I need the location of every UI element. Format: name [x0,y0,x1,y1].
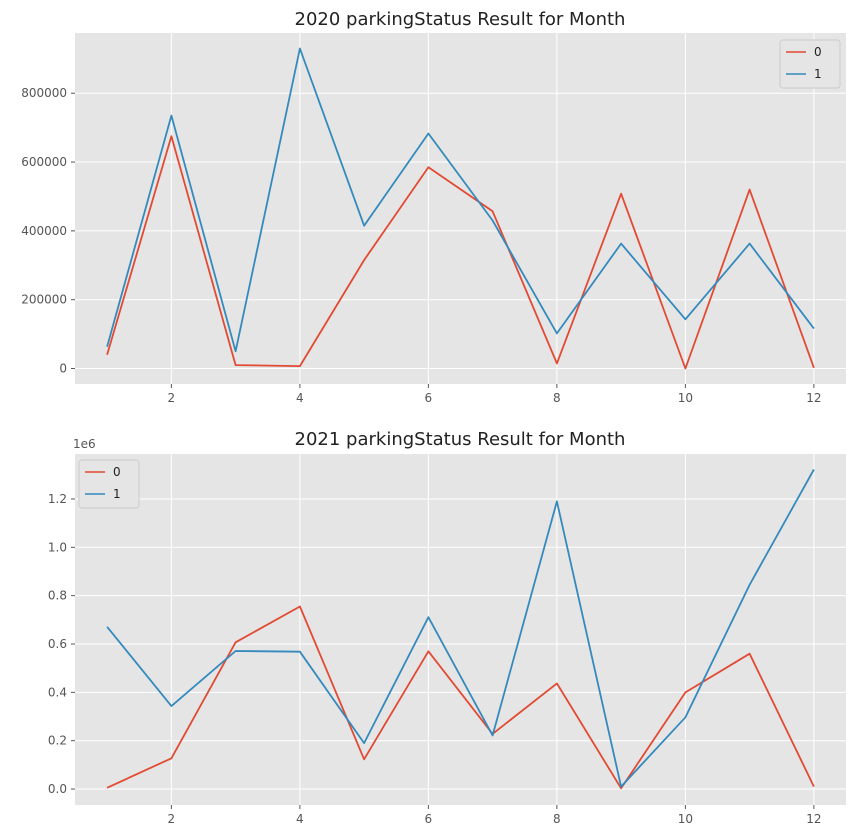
legend-box [78,459,140,509]
series-line-1 [106,47,815,353]
y-tick-label: 0.4 [48,685,67,699]
legend-label-0: 0 [113,465,121,479]
chart-2021: 2 4 6 8 10 120.00.20.40.60.81.01.2 2021 parki… [48,429,846,826]
plot-area [75,454,846,805]
legend-box [779,39,841,89]
x-tick-label: 12 [806,812,821,826]
y-tick-label: 0.2 [48,734,67,748]
x-tick-label: 2 [168,391,176,405]
y-tick-label: 0.6 [48,637,67,651]
plot-area [75,33,846,384]
x-tick-label: 4 [296,812,304,826]
y-tick-label: 600000 [21,155,67,169]
tick-labels: 2 4 6 8 10 12 0 200000 400000 600000 800000 [21,86,821,405]
tick-labels: 2 4 6 8 10 12 0.0 0.2 0.4 0.6 0.8 1.0 1.2 [48,492,822,826]
legend-label-1: 1 [814,67,822,81]
y-offset-label: 1e6 [73,437,96,451]
series-line-1 [106,469,815,788]
x-tick-label: 8 [553,812,561,826]
legend-label-1: 1 [113,487,121,501]
chart-title: 2020 parkingStatus Result for Month [295,9,626,30]
x-tick-label: 4 [296,391,304,405]
series-lines [106,47,815,370]
x-tick-label: 8 [553,391,561,405]
legend: 0 1 [78,459,140,509]
y-tick-label: 0 [59,362,67,376]
y-tick-label: 0.8 [48,589,67,603]
y-tick-label: 400000 [21,224,67,238]
grid-lines [75,454,846,805]
y-tick-label: 0.0 [48,782,67,796]
x-tick-label: 12 [806,391,821,405]
chart-title: 2021 parkingStatus Result for Month [295,429,626,450]
x-tick-label: 6 [425,391,433,405]
legend: 0 1 [779,39,841,89]
x-tick-label: 2 [168,812,176,826]
x-tick-label: 6 [425,812,433,826]
grid-lines [75,33,846,384]
y-tick-label: 200000 [21,293,67,307]
series-lines [106,469,815,790]
y-tick-label: 1.2 [48,492,67,506]
series-line-0 [106,135,815,370]
series-line-0 [106,605,815,790]
y-tick-label: 800000 [21,86,67,100]
x-tick-label: 10 [678,391,693,405]
x-tick-label: 10 [678,812,693,826]
legend-label-0: 0 [814,45,822,59]
y-tick-label: 1.0 [48,540,67,554]
